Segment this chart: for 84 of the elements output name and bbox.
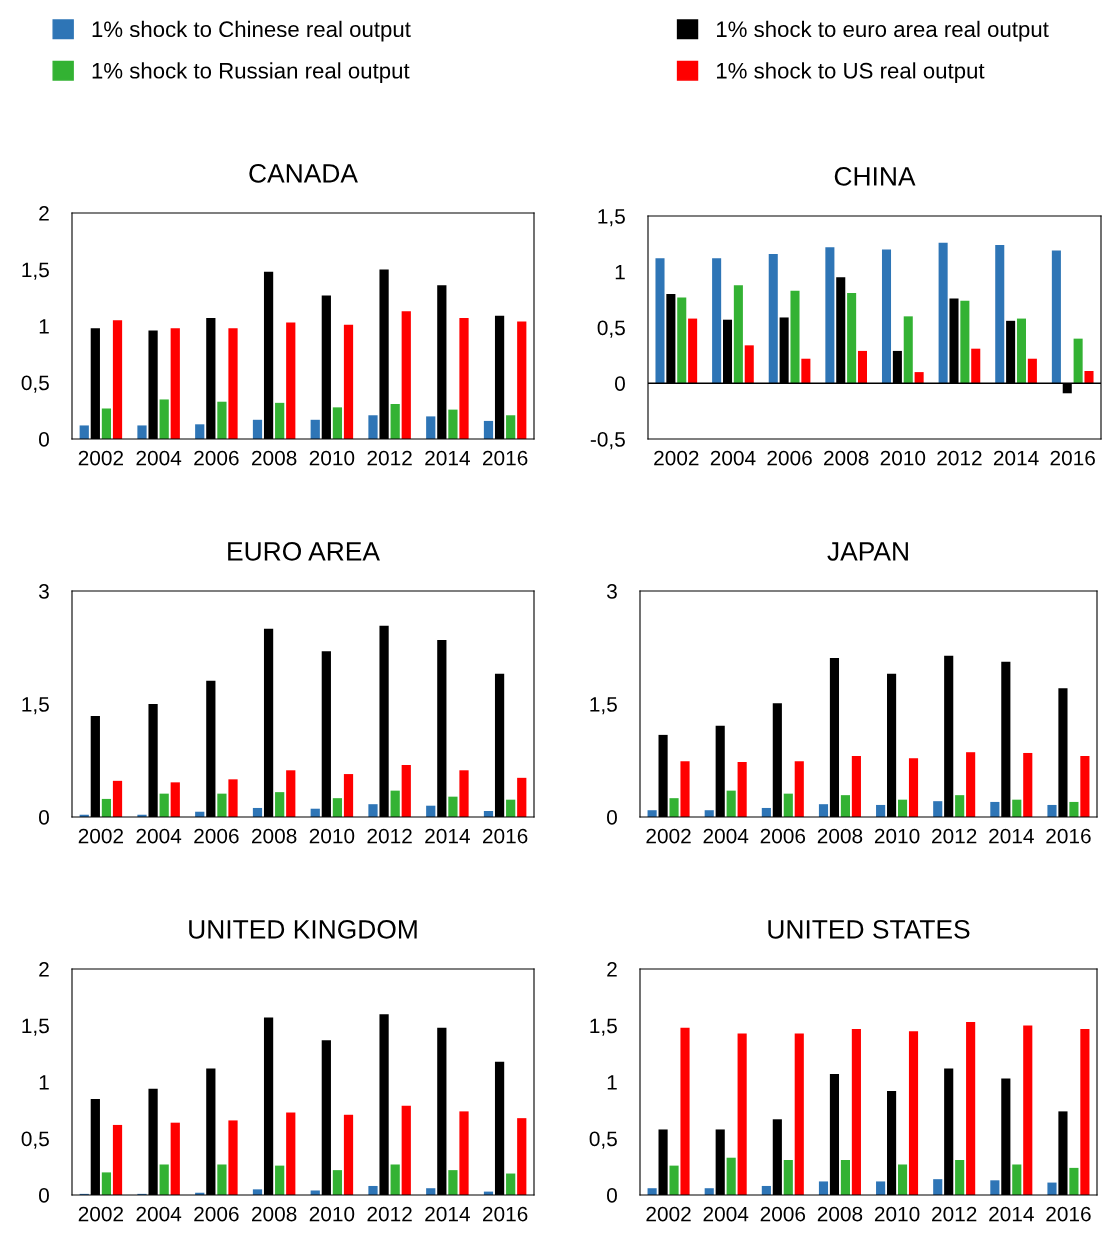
x-tick-label: 2004: [710, 450, 756, 466]
x-tick-label: 2010: [309, 828, 355, 844]
x-tick-label: 2004: [703, 1206, 749, 1222]
x-tick-label: 2002: [654, 450, 699, 466]
x-tick-label: 2008: [817, 1206, 863, 1222]
x-tick-label: 2004: [136, 828, 182, 844]
legend-label: 1% shock to Russian real output: [92, 62, 410, 83]
x-tick-label: 2002: [646, 828, 691, 844]
x-tick-label: 2014: [993, 450, 1039, 466]
x-tick-label: 2012: [367, 450, 412, 466]
x-tick-label: 2002: [78, 450, 123, 466]
y-tick-label: 1: [39, 1075, 49, 1090]
x-tick-label: 2002: [78, 828, 123, 844]
y-tick-label: 0: [607, 1188, 617, 1203]
y-tick-label: 3: [38, 584, 49, 599]
y-tick-label: 1,5: [590, 697, 617, 715]
x-tick-label: 2016: [1046, 828, 1091, 844]
x-tick-label: 2004: [703, 828, 749, 844]
y-tick-label: 0: [39, 432, 49, 447]
x-tick-label: 2008: [252, 1206, 297, 1222]
x-tick-label: 2010: [874, 828, 920, 844]
y-tick-label: 1: [39, 319, 49, 334]
x-tick-label: 2008: [252, 828, 297, 844]
x-tick-label: 2006: [194, 828, 239, 844]
y-tick-label: -0,5: [590, 432, 625, 450]
x-tick-label: 2014: [989, 828, 1034, 844]
x-tick-label: 2016: [483, 450, 528, 466]
y-tick-label: 0: [39, 1188, 49, 1203]
y-tick-label: 0,5: [21, 375, 49, 393]
x-tick-label: 2006: [194, 450, 239, 466]
x-tick-label: 2008: [252, 450, 297, 466]
y-tick-label: 1,5: [22, 262, 49, 280]
y-tick-label: 0,5: [597, 320, 625, 338]
x-tick-label: 2006: [760, 1206, 806, 1222]
x-tick-label: 2012: [367, 1206, 412, 1222]
x-tick-label: 2010: [874, 1206, 920, 1222]
x-tick-label: 2002: [78, 1206, 123, 1222]
chart-title: CHINA: [834, 167, 916, 186]
chart-title: EURO AREA: [228, 542, 380, 561]
x-tick-label: 2014: [425, 450, 470, 466]
x-tick-label: 2006: [194, 1206, 239, 1222]
x-tick-label: 2004: [136, 1206, 182, 1222]
chart-title: JAPAN: [827, 542, 908, 561]
chart-title: CANADA: [249, 164, 358, 183]
y-tick-label: 0: [615, 376, 625, 391]
x-tick-label: 2008: [824, 450, 869, 466]
y-tick-label: 1: [607, 1075, 617, 1090]
x-tick-label: 2014: [425, 1206, 470, 1222]
x-tick-label: 2016: [1050, 450, 1095, 466]
legend-label: 1% shock to euro area real output: [717, 20, 1049, 42]
y-tick-label: 1,5: [22, 1018, 49, 1036]
x-tick-label: 2012: [932, 828, 977, 844]
y-tick-label: 1: [615, 264, 625, 280]
y-tick-label: 0: [607, 810, 617, 825]
chart-title: UNITED KINGDOM: [189, 920, 417, 939]
x-tick-label: 2012: [367, 828, 412, 844]
x-tick-label: 2016: [1046, 1206, 1091, 1222]
legend-label: 1% shock to US real output: [717, 62, 985, 83]
x-tick-label: 2012: [932, 1206, 977, 1222]
x-tick-label: 2008: [817, 828, 863, 844]
x-tick-label: 2010: [309, 450, 355, 466]
x-tick-label: 2012: [937, 450, 982, 466]
y-tick-label: 1,5: [590, 1018, 617, 1036]
x-tick-label: 2016: [483, 828, 528, 844]
y-tick-label: 0,5: [589, 1131, 617, 1149]
x-tick-label: 2006: [767, 450, 812, 466]
y-tick-label: 2: [39, 962, 49, 977]
x-tick-label: 2014: [989, 1206, 1034, 1222]
x-tick-label: 2010: [880, 450, 926, 466]
x-tick-label: 2016: [483, 1206, 528, 1222]
x-tick-label: 2002: [646, 1206, 691, 1222]
y-tick-label: 0: [39, 810, 49, 825]
y-tick-label: 2: [607, 962, 617, 977]
y-tick-label: 1,5: [22, 697, 49, 715]
y-tick-label: 3: [606, 584, 617, 599]
y-tick-label: 1,5: [598, 209, 625, 227]
x-tick-label: 2014: [425, 828, 470, 844]
x-tick-label: 2004: [136, 450, 182, 466]
legend-label: 1% shock to Chinese real output: [92, 20, 411, 42]
x-tick-label: 2006: [760, 828, 806, 844]
y-tick-label: 2: [39, 206, 49, 221]
y-tick-label: 0,5: [21, 1131, 49, 1149]
chart-title: UNITED STATES: [768, 920, 970, 939]
x-tick-label: 2010: [309, 1206, 355, 1222]
